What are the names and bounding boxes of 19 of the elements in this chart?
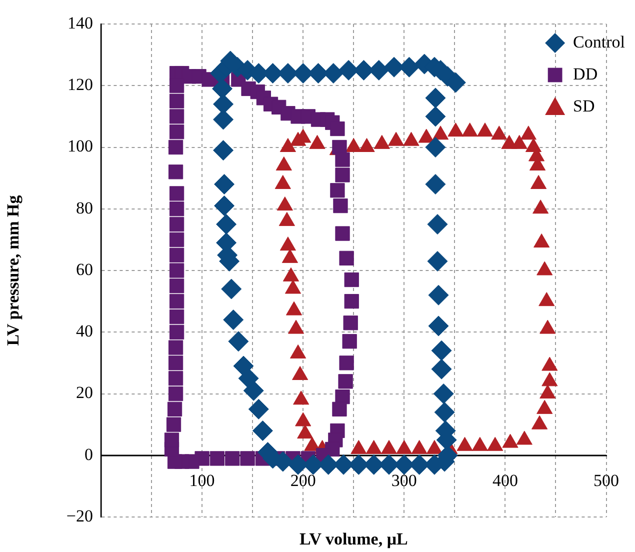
legend-label: SD xyxy=(573,96,595,116)
x-tick-label: 100 xyxy=(189,471,215,490)
x-tick-label: 500 xyxy=(594,471,619,490)
y-tick-label: 80 xyxy=(76,198,93,218)
x-tick-label: 200 xyxy=(290,471,316,490)
x-axis-title: LV volume, μL xyxy=(299,529,408,548)
y-tick-label: 120 xyxy=(68,75,93,94)
y-tick-label: −20 xyxy=(66,506,93,526)
x-tick-label: 300 xyxy=(391,471,417,490)
y-tick-label: 0 xyxy=(84,444,93,464)
x-tick-label: 400 xyxy=(492,471,518,490)
y-tick-label: 60 xyxy=(76,260,93,279)
legend-label: DD xyxy=(573,64,598,84)
y-axis-title: LV pressure, mm Hg xyxy=(4,194,23,346)
y-tick-label: 100 xyxy=(68,136,93,156)
y-tick-label: 40 xyxy=(76,322,93,341)
y-tick-label: 20 xyxy=(76,383,93,402)
y-tick-label: 140 xyxy=(68,13,93,32)
legend-label: Control xyxy=(573,32,626,52)
